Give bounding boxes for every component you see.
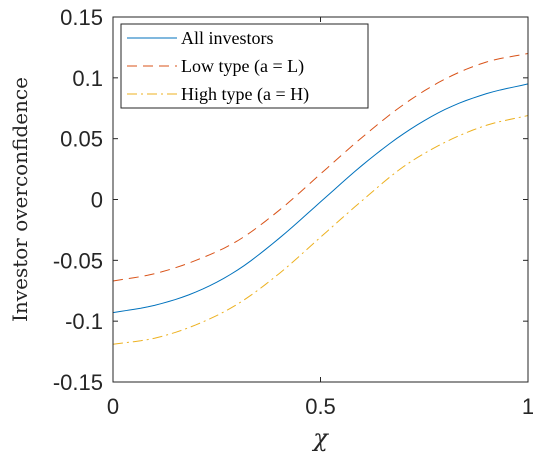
legend-entry-label: Low type (a = L) xyxy=(181,56,304,77)
y-tick-label: 0.15 xyxy=(60,5,103,30)
y-tick-label: 0.05 xyxy=(60,127,103,152)
series-line-1 xyxy=(112,53,529,282)
x-tick-label: 1 xyxy=(522,394,533,419)
legend-entry-label: All investors xyxy=(181,28,274,48)
y-tick-label: -0.05 xyxy=(53,248,103,273)
y-axis-label: Investor overconfidence xyxy=(8,77,32,322)
series-line-0 xyxy=(112,83,529,314)
y-tick-label: 0 xyxy=(91,188,103,213)
series-line-2 xyxy=(112,115,529,345)
x-tick-label: 0.5 xyxy=(305,394,336,419)
series-lines xyxy=(112,53,529,345)
y-tick-label: 0.1 xyxy=(72,66,103,91)
legend-entry-label: High type (a = H) xyxy=(181,84,309,105)
x-axis-ticks: 0 0.5 1 xyxy=(107,17,533,419)
plot-area-frame xyxy=(112,16,529,383)
y-axis-ticks: -0.15 -0.1 -0.05 0 0.05 0.1 0.15 xyxy=(53,5,528,395)
x-axis-label: χ xyxy=(311,424,329,452)
y-tick-label: -0.15 xyxy=(53,370,103,395)
x-tick-label: 0 xyxy=(107,394,119,419)
y-tick-label: -0.1 xyxy=(65,309,103,334)
legend: All investors Low type (a = L) High type (… xyxy=(120,23,369,109)
